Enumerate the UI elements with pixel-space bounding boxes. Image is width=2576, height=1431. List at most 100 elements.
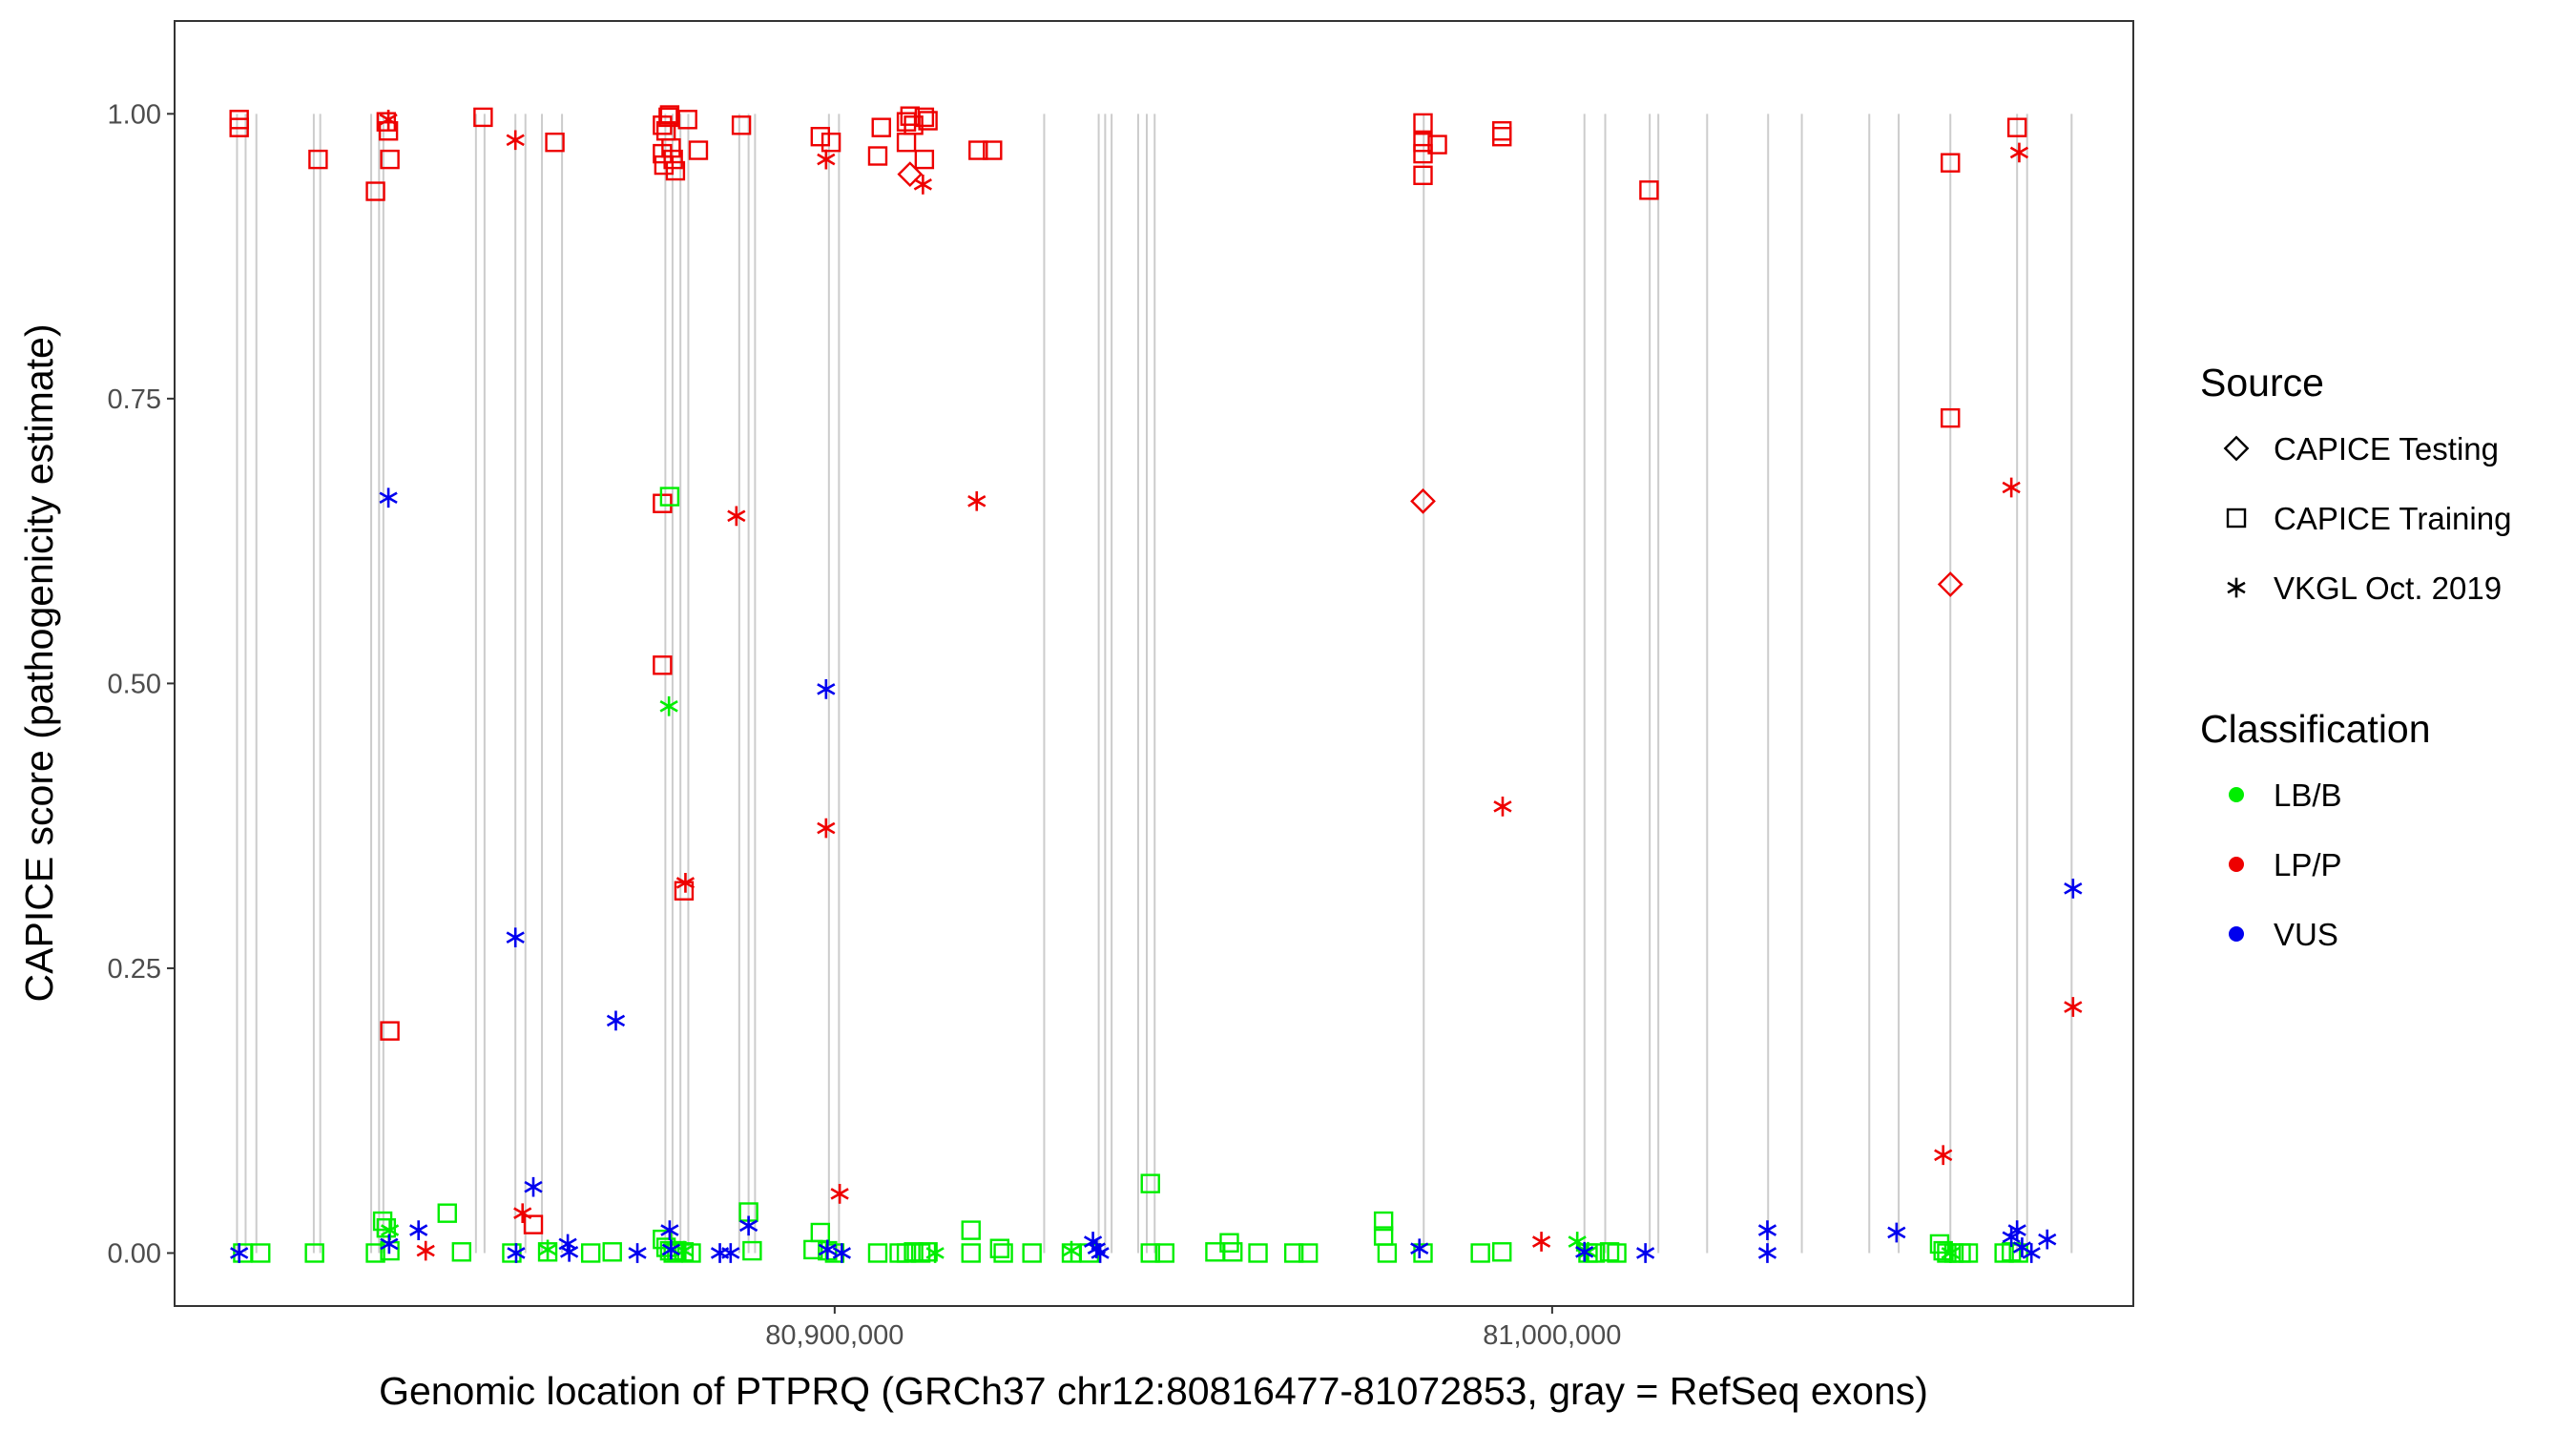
data-point-capice-training-lb-b xyxy=(502,1243,522,1263)
legend-marker-asterisk xyxy=(2227,577,2246,598)
data-point-vkgl-oct-2019-lp-p xyxy=(513,1203,532,1224)
data-point-capice-training-lb-b xyxy=(1373,1211,1394,1232)
data-point-vkgl-oct-2019-lp-p xyxy=(2002,477,2021,498)
data-point-capice-training-lp-p xyxy=(821,132,841,153)
data-point-vkgl-oct-2019-lp-p xyxy=(2064,997,2083,1017)
data-point-capice-training-lb-b xyxy=(437,1203,457,1223)
y-axis-title: CAPICE score (pathogenicity estimate) xyxy=(17,324,61,1003)
data-point-vkgl-oct-2019-lp-p xyxy=(416,1240,435,1261)
data-point-vkgl-oct-2019-vus xyxy=(1757,1243,1777,1263)
data-point-vkgl-oct-2019-lb-b xyxy=(1941,1243,1960,1263)
data-point-capice-training-lb-b xyxy=(1492,1242,1512,1262)
data-point-capice-training-lp-p xyxy=(731,115,752,135)
data-point-vkgl-oct-2019-lp-p xyxy=(379,109,398,130)
data-point-vkgl-oct-2019-lb-b xyxy=(1062,1240,1081,1261)
data-point-vkgl-oct-2019-vus xyxy=(2007,1220,2026,1240)
data-point-capice-training-lp-p xyxy=(380,149,400,170)
data-point-vkgl-oct-2019-lb-b xyxy=(538,1239,557,1260)
data-point-capice-training-lp-p xyxy=(653,493,673,513)
data-point-vkgl-oct-2019-vus xyxy=(1757,1220,1777,1240)
data-point-capice-training-lb-b xyxy=(993,1243,1013,1263)
data-point-capice-training-lb-b xyxy=(681,1243,701,1263)
data-point-capice-training-lp-p xyxy=(1413,132,1433,153)
data-point-capice-training-lp-p xyxy=(914,107,935,128)
plot-border xyxy=(174,20,2134,1307)
data-point-vkgl-oct-2019-vus xyxy=(409,1220,428,1240)
y-tick-label: 0.00 xyxy=(108,1238,161,1269)
data-point-vkgl-oct-2019-vus xyxy=(2022,1243,2041,1263)
data-point-capice-testing-lp-p xyxy=(1410,487,1436,514)
data-point-capice-training-lp-p xyxy=(658,107,678,128)
data-point-vkgl-oct-2019-vus xyxy=(1575,1241,1594,1262)
data-point-vkgl-oct-2019-lp-p xyxy=(506,130,525,151)
data-point-capice-training-lp-p xyxy=(1413,165,1433,186)
data-point-capice-training-lp-p xyxy=(1427,135,1447,155)
data-point-vkgl-oct-2019-vus xyxy=(606,1010,626,1031)
data-point-vkgl-oct-2019-lp-p xyxy=(675,873,696,893)
data-point-vkgl-oct-2019-vus xyxy=(628,1243,647,1263)
data-point-capice-training-lp-p xyxy=(523,1214,544,1234)
data-point-capice-training-lp-p xyxy=(688,140,709,160)
data-point-vkgl-oct-2019-lb-b xyxy=(659,695,678,716)
data-point-capice-training-lp-p xyxy=(1492,127,1512,147)
legend-marker-classification xyxy=(2229,926,2244,942)
data-point-capice-training-lb-b xyxy=(451,1242,472,1262)
data-point-vkgl-oct-2019-lb-b xyxy=(1578,1241,1598,1262)
data-point-capice-training-lb-b xyxy=(580,1243,601,1263)
data-point-vkgl-oct-2019-lp-p xyxy=(1493,797,1512,817)
legend-title-classification: Classification xyxy=(2200,707,2431,751)
data-point-capice-training-lb-b xyxy=(961,1220,981,1240)
y-tick-label: 0.75 xyxy=(108,384,161,415)
data-point-vkgl-oct-2019-vus xyxy=(1410,1238,1429,1259)
data-point-vkgl-oct-2019-vus xyxy=(738,1215,758,1236)
data-point-vkgl-oct-2019-vus xyxy=(507,1243,526,1263)
data-point-vkgl-oct-2019-vus xyxy=(380,1234,399,1255)
data-point-capice-training-lp-p xyxy=(983,140,1003,160)
data-point-capice-training-lp-p xyxy=(1413,113,1433,134)
legend-label-classification: VUS xyxy=(2274,917,2338,952)
data-point-capice-training-lb-b xyxy=(1283,1243,1304,1263)
data-point-vkgl-oct-2019-vus xyxy=(721,1243,740,1263)
data-point-vkgl-oct-2019-vus xyxy=(1091,1243,1110,1263)
legend-label-classification: LP/P xyxy=(2274,847,2342,882)
data-point-vkgl-oct-2019-lp-p xyxy=(2009,142,2029,163)
legend-label-classification: LB/B xyxy=(2274,778,2342,813)
data-point-vkgl-oct-2019-vus xyxy=(832,1243,851,1263)
y-tick-label: 0.50 xyxy=(108,669,161,699)
data-point-vkgl-oct-2019-vus xyxy=(2064,878,2083,899)
data-point-vkgl-oct-2019-lp-p xyxy=(913,175,932,195)
data-point-capice-training-lp-p xyxy=(665,160,686,181)
data-point-vkgl-oct-2019-lp-p xyxy=(830,1184,849,1204)
data-point-vkgl-oct-2019-vus xyxy=(379,487,398,508)
y-tick-label: 1.00 xyxy=(108,99,161,130)
data-point-capice-training-lb-b xyxy=(1298,1243,1319,1263)
data-point-vkgl-oct-2019-lp-p xyxy=(1934,1145,1953,1166)
data-point-capice-training-lp-p xyxy=(473,107,493,128)
data-point-capice-training-lb-b xyxy=(659,487,680,507)
data-point-capice-training-lb-b xyxy=(372,1211,393,1232)
data-point-capice-training-lb-b xyxy=(1958,1243,1979,1263)
data-point-capice-training-lb-b xyxy=(961,1243,981,1263)
data-point-capice-training-lb-b xyxy=(1022,1243,1042,1263)
data-point-capice-training-lp-p xyxy=(661,137,681,158)
data-point-capice-training-lp-p xyxy=(1639,180,1659,200)
data-point-vkgl-oct-2019-vus xyxy=(230,1243,249,1263)
data-point-vkgl-oct-2019-lp-p xyxy=(817,818,836,839)
data-point-capice-training-lb-b xyxy=(251,1243,271,1263)
data-point-vkgl-oct-2019-vus xyxy=(506,927,525,948)
data-point-capice-training-lb-b xyxy=(867,1243,888,1263)
data-point-vkgl-oct-2019-vus xyxy=(1636,1243,1655,1263)
data-point-capice-training-lp-p xyxy=(871,117,891,137)
data-point-capice-training-lb-b xyxy=(602,1242,622,1262)
legend-marker-classification xyxy=(2229,787,2244,802)
data-point-vkgl-oct-2019-vus xyxy=(559,1241,579,1262)
data-point-capice-training-lp-p xyxy=(1941,153,1961,173)
data-points xyxy=(229,105,2083,1263)
data-point-capice-training-lp-p xyxy=(2006,117,2027,137)
data-point-capice-training-lb-b xyxy=(304,1243,324,1263)
data-point-capice-training-lp-p xyxy=(677,110,697,130)
data-point-vkgl-oct-2019-vus xyxy=(661,1239,681,1260)
data-point-vkgl-oct-2019-vus xyxy=(2038,1229,2057,1250)
data-point-capice-training-lp-p xyxy=(918,111,938,131)
